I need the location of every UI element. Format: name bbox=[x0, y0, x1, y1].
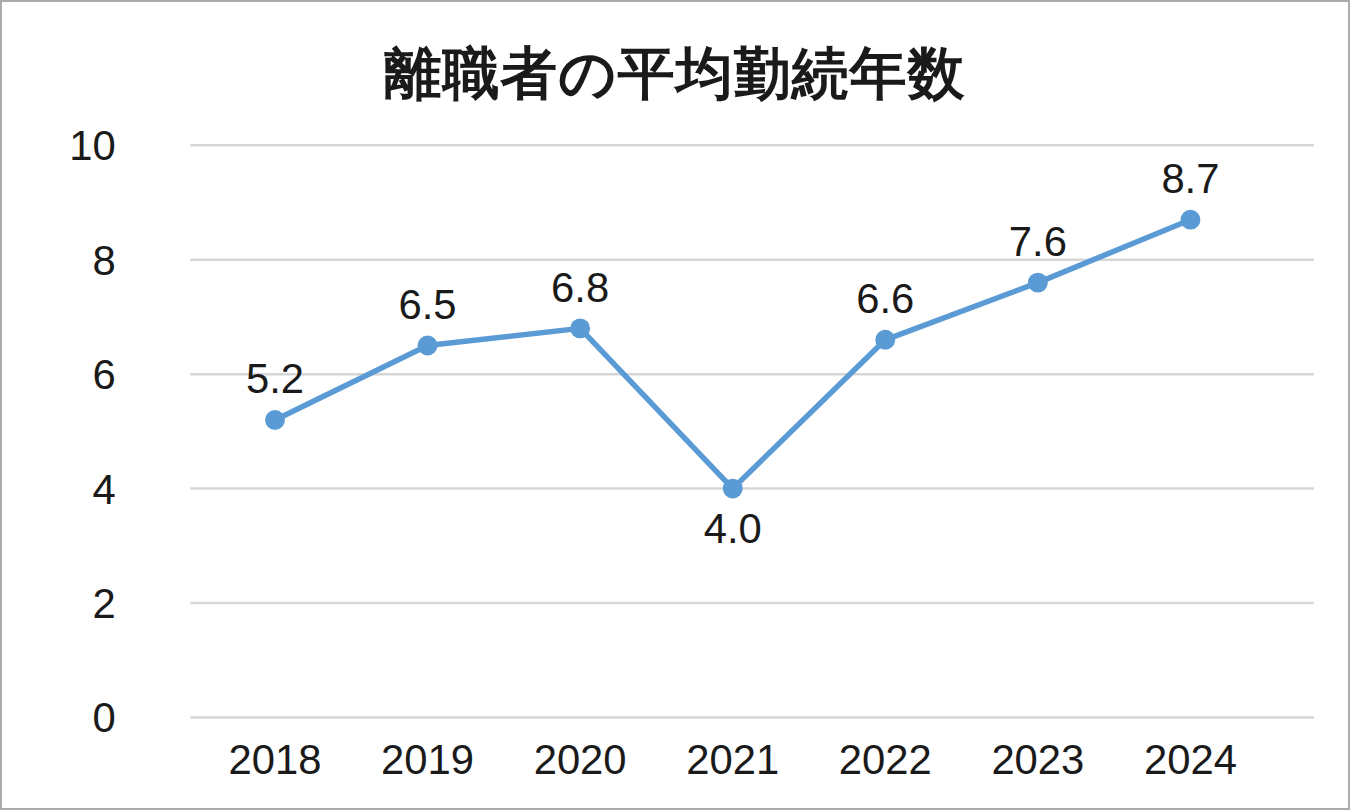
data-point bbox=[418, 336, 438, 356]
data-point bbox=[1028, 273, 1048, 293]
data-label: 6.6 bbox=[856, 275, 914, 322]
gridlines bbox=[190, 145, 1313, 717]
line-chart-canvas: 0 2 4 6 8 10 2018 2019 2020 2021 2022 2023 2024 5.2… bbox=[2, 2, 1348, 808]
y-tick-label: 8 bbox=[93, 237, 116, 284]
y-tick-label: 6 bbox=[93, 351, 116, 398]
x-tick-label: 2019 bbox=[381, 736, 474, 783]
chart-frame: 離職者の平均勤続年数 0246810 201820192020202120222… bbox=[0, 0, 1350, 810]
data-label: 6.5 bbox=[399, 281, 457, 328]
x-axis-tick-labels: 2018 2019 2020 2021 2022 2023 2024 bbox=[229, 736, 1237, 783]
data-label: 6.8 bbox=[551, 264, 609, 311]
data-label: 4.0 bbox=[704, 505, 762, 552]
y-axis-tick-labels: 0 2 4 6 8 10 bbox=[69, 122, 115, 741]
x-tick-label: 2018 bbox=[229, 736, 322, 783]
data-point bbox=[723, 479, 743, 499]
x-tick-label: 2024 bbox=[1144, 736, 1237, 783]
y-tick-label: 4 bbox=[93, 466, 116, 513]
data-point bbox=[570, 318, 590, 338]
y-tick-label: 0 bbox=[93, 694, 116, 741]
y-tick-label: 2 bbox=[93, 580, 116, 627]
data-point bbox=[265, 410, 285, 430]
data-label: 8.7 bbox=[1161, 155, 1219, 202]
y-tick-label: 10 bbox=[69, 122, 115, 169]
x-tick-label: 2020 bbox=[534, 736, 627, 783]
data-point bbox=[1180, 210, 1200, 230]
data-label: 7.6 bbox=[1009, 218, 1067, 265]
data-label: 5.2 bbox=[246, 355, 304, 402]
x-tick-label: 2022 bbox=[839, 736, 932, 783]
x-tick-label: 2021 bbox=[686, 736, 779, 783]
data-point bbox=[875, 330, 895, 350]
x-tick-label: 2023 bbox=[991, 736, 1084, 783]
